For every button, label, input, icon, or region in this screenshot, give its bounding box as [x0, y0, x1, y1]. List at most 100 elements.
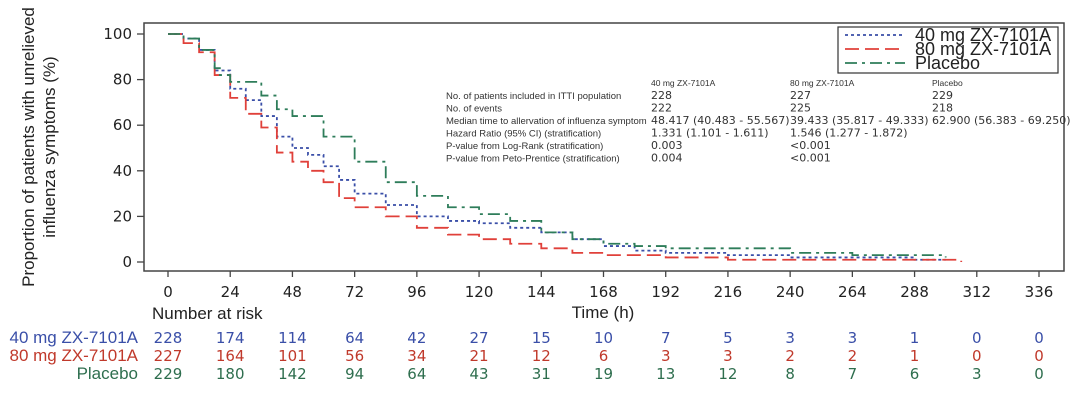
y-axis-title-line-1: Proportion of patients with unrelieved	[19, 7, 38, 287]
x-tick-label: 72	[345, 283, 364, 301]
legend-entry: 40 mg ZX-7101A	[915, 25, 1051, 45]
stats-cell: 229	[932, 89, 953, 102]
risk-value: 27	[470, 329, 489, 347]
risk-value: 114	[278, 329, 307, 347]
y-tick-label: 20	[113, 207, 132, 225]
risk-value: 0	[972, 329, 982, 347]
y-tick-label: 100	[103, 25, 132, 43]
survival-curves	[168, 33, 963, 262]
risk-value: 6	[599, 347, 609, 365]
stats-row-label: No. of patients included in ITTI populat…	[446, 91, 621, 102]
risk-value: 3	[848, 329, 858, 347]
risk-value: 174	[216, 329, 245, 347]
risk-value: 142	[278, 365, 307, 383]
stats-row-label: No. of events	[446, 104, 502, 115]
legend-entry: 80 mg ZX-7101A	[915, 39, 1051, 59]
stats-row-label: Hazard Ratio (95% CI) (stratification)	[446, 129, 601, 140]
risk-table-title: Number at risk	[152, 304, 263, 323]
risk-value: 7	[848, 365, 858, 383]
stats-row-label: Median time to allervation of influenza …	[446, 116, 647, 127]
stats-cell: 62.900 (56.383 - 69.250)	[932, 114, 1071, 127]
risk-value: 180	[216, 365, 245, 383]
y-axis-title: Proportion of patients with unrelieved i…	[19, 7, 59, 287]
risk-value: 3	[785, 329, 795, 347]
stats-row-label: P-value from Peto-Prentice (stratificati…	[446, 154, 620, 165]
risk-value: 64	[407, 365, 426, 383]
y-tick-label: 0	[122, 253, 132, 271]
legend-entry: Placebo	[915, 53, 980, 73]
stats-column-header: 80 mg ZX-7101A	[790, 78, 855, 88]
risk-value: 2	[785, 347, 795, 365]
stats-row-label: P-value from Log-Rank (stratification)	[446, 141, 603, 152]
stats-cell: 1.331 (1.101 - 1.611)	[651, 127, 769, 140]
risk-value: 13	[656, 365, 675, 383]
risk-value: 1	[910, 329, 920, 347]
risk-row-label: 80 mg ZX-7101A	[9, 346, 138, 365]
y-axis-title-line-2: influenza symptoms (%)	[40, 56, 59, 237]
risk-value: 31	[532, 365, 551, 383]
risk-value: 19	[594, 365, 613, 383]
risk-table: Number at risk 40 mg ZX-7101A 228 174 114 64…	[9, 304, 1043, 383]
risk-value: 34	[407, 347, 426, 365]
stats-cell: 0.004	[651, 152, 683, 165]
risk-row-label: Placebo	[77, 364, 138, 383]
legend-box	[837, 26, 1059, 74]
risk-value: 0	[1034, 347, 1044, 365]
stats-cell: 1.546 (1.277 - 1.872)	[790, 127, 908, 140]
risk-value: 8	[785, 365, 795, 383]
y-axis: 0 20 40 60 80 100	[103, 25, 144, 271]
stats-cell: <0.001	[790, 152, 831, 165]
risk-value: 3	[661, 347, 671, 365]
curve-40-mg-zx-7101a	[168, 33, 946, 261]
risk-value: 12	[532, 347, 551, 365]
risk-value: 164	[216, 347, 245, 365]
stats-cell: 228	[651, 89, 672, 102]
risk-value: 7	[661, 329, 671, 347]
risk-value: 101	[278, 347, 307, 365]
risk-value: 43	[470, 365, 489, 383]
x-tick-label: 336	[1025, 283, 1054, 301]
stats-cell: <0.001	[790, 139, 831, 152]
risk-value: 15	[532, 329, 551, 347]
x-tick-label: 168	[589, 283, 618, 301]
risk-value: 21	[470, 347, 489, 365]
stats-column-header: 40 mg ZX-7101A	[651, 78, 716, 88]
risk-value: 5	[723, 329, 733, 347]
risk-value: 3	[723, 347, 733, 365]
risk-value: 94	[345, 365, 364, 383]
x-tick-label: 24	[221, 283, 240, 301]
x-tick-label: 264	[838, 283, 867, 301]
risk-value: 229	[154, 365, 183, 383]
x-axis-title: Time (h)	[572, 303, 635, 322]
risk-value: 0	[972, 347, 982, 365]
stats-column-header: Placebo	[932, 78, 963, 88]
stats-cell: 0.003	[651, 139, 683, 152]
risk-value: 228	[154, 329, 183, 347]
stats-cell: 39.433 (35.817 - 49.333)	[790, 114, 929, 127]
x-tick-label: 288	[900, 283, 929, 301]
risk-value: 0	[1034, 365, 1044, 383]
x-tick-label: 0	[163, 283, 173, 301]
stats-cell: 218	[932, 102, 953, 115]
x-tick-label: 192	[651, 283, 680, 301]
y-tick-label: 80	[113, 71, 132, 89]
curve-80-mg-zx-7101a	[168, 33, 963, 262]
curve-placebo	[168, 33, 947, 258]
risk-row-label: 40 mg ZX-7101A	[9, 328, 138, 347]
risk-value: 227	[154, 347, 183, 365]
risk-value: 6	[910, 365, 920, 383]
risk-value: 2	[848, 347, 858, 365]
x-tick-label: 216	[714, 283, 743, 301]
x-tick-label: 96	[407, 283, 426, 301]
risk-value: 42	[407, 329, 426, 347]
stats-cell: 48.417 (40.483 - 55.567)	[651, 114, 790, 127]
stats-cell: 227	[790, 89, 811, 102]
risk-value: 0	[1034, 329, 1044, 347]
y-tick-label: 60	[113, 116, 132, 134]
risk-value: 12	[718, 365, 737, 383]
risk-value: 3	[972, 365, 982, 383]
x-tick-label: 144	[527, 283, 556, 301]
risk-value: 10	[594, 329, 613, 347]
